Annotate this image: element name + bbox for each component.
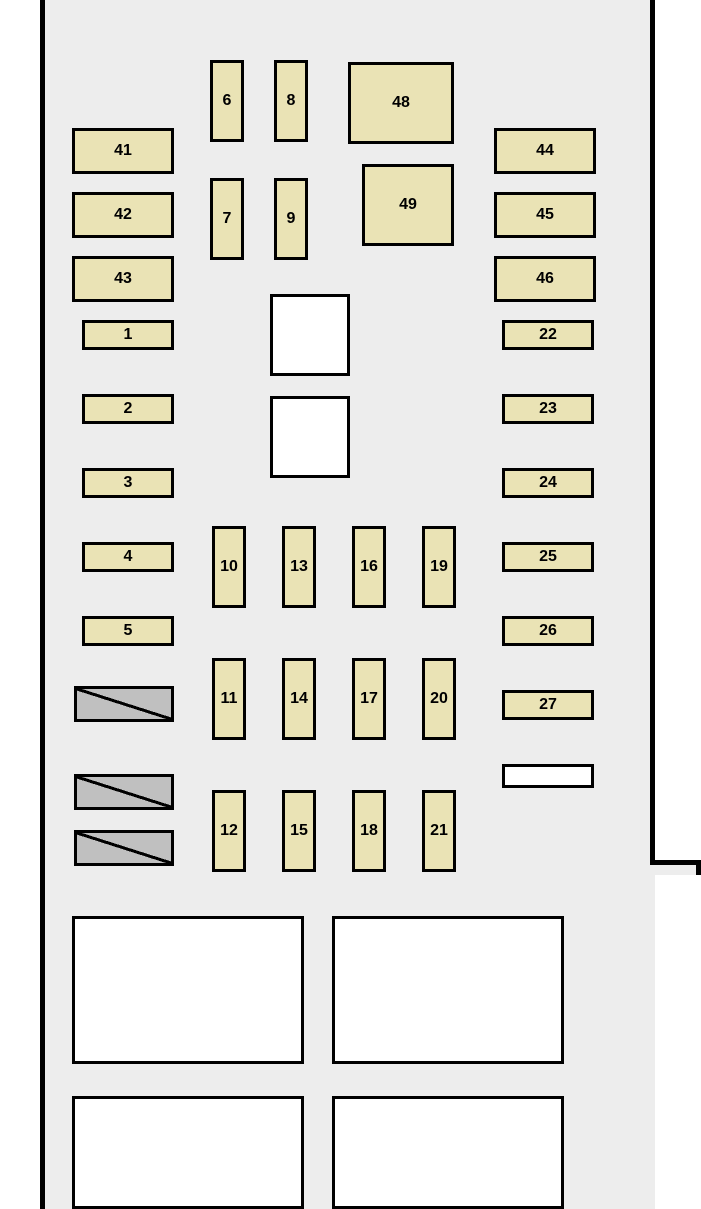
disabled-slot: [74, 686, 174, 722]
fuse-label: 44: [536, 142, 554, 160]
fuse-label: 10: [220, 558, 238, 576]
fuse-1: 1: [82, 320, 174, 350]
panel-notch: [650, 865, 701, 875]
fuse-21: 21: [422, 790, 456, 872]
fuse-49: 49: [362, 164, 454, 246]
fuse-label: 18: [360, 822, 378, 840]
fuse-label: 9: [287, 210, 296, 228]
fuse-17: 17: [352, 658, 386, 740]
fuse-19: 19: [422, 526, 456, 608]
fuse-12: 12: [212, 790, 246, 872]
fuse-25: 25: [502, 542, 594, 572]
disabled-slot: [74, 774, 174, 810]
fuse-label: 27: [539, 696, 557, 714]
fuse-label: 2: [124, 400, 133, 418]
fuse-7: 7: [210, 178, 244, 260]
fuse-26: 26: [502, 616, 594, 646]
frame-line: [696, 860, 701, 875]
fuse-label: 3: [124, 474, 133, 492]
empty-slot: [502, 764, 594, 788]
fuse-label: 21: [430, 822, 448, 840]
fuse-20: 20: [422, 658, 456, 740]
fuse-label: 43: [114, 270, 132, 288]
fuse-11: 11: [212, 658, 246, 740]
fuse-label: 8: [287, 92, 296, 110]
fuse-label: 46: [536, 270, 554, 288]
fuse-label: 4: [124, 548, 133, 566]
disabled-slot: [74, 830, 174, 866]
fuse-8: 8: [274, 60, 308, 142]
fuse-label: 25: [539, 548, 557, 566]
fuse-42: 42: [72, 192, 174, 238]
fuse-24: 24: [502, 468, 594, 498]
empty-slot: [270, 294, 350, 376]
empty-slot: [332, 916, 564, 1064]
fuse-48: 48: [348, 62, 454, 144]
fuse-label: 26: [539, 622, 557, 640]
fuse-label: 6: [223, 92, 232, 110]
fuse-43: 43: [72, 256, 174, 302]
fuse-label: 22: [539, 326, 557, 344]
empty-slot: [270, 396, 350, 478]
fuse-label: 24: [539, 474, 557, 492]
empty-slot: [72, 916, 304, 1064]
fuse-16: 16: [352, 526, 386, 608]
fuse-label: 41: [114, 142, 132, 160]
fuse-3: 3: [82, 468, 174, 498]
fuse-45: 45: [494, 192, 596, 238]
fuse-label: 23: [539, 400, 557, 418]
fuse-label: 19: [430, 558, 448, 576]
fuse-label: 14: [290, 690, 308, 708]
fuse-14: 14: [282, 658, 316, 740]
fuse-22: 22: [502, 320, 594, 350]
fuse-13: 13: [282, 526, 316, 608]
fuse-2: 2: [82, 394, 174, 424]
fuse-label: 11: [221, 690, 238, 708]
fuse-label: 48: [392, 94, 410, 112]
fuse-box-diagram: 4142431234567894849101112131415161718192…: [0, 0, 701, 1209]
fuse-44: 44: [494, 128, 596, 174]
fuse-46: 46: [494, 256, 596, 302]
fuse-10: 10: [212, 526, 246, 608]
frame-line: [650, 0, 655, 865]
fuse-5: 5: [82, 616, 174, 646]
frame-line: [650, 860, 701, 865]
empty-slot: [332, 1096, 564, 1209]
fuse-27: 27: [502, 690, 594, 720]
fuse-label: 45: [536, 206, 554, 224]
fuse-label: 42: [114, 206, 132, 224]
fuse-label: 49: [399, 196, 417, 214]
fuse-label: 20: [430, 690, 448, 708]
fuse-label: 15: [290, 822, 308, 840]
fuse-label: 16: [360, 558, 378, 576]
fuse-label: 13: [290, 558, 308, 576]
fuse-4: 4: [82, 542, 174, 572]
fuse-label: 7: [223, 210, 232, 228]
fuse-41: 41: [72, 128, 174, 174]
frame-line: [40, 0, 45, 1209]
empty-slot: [72, 1096, 304, 1209]
fuse-label: 1: [124, 326, 133, 344]
fuse-9: 9: [274, 178, 308, 260]
fuse-6: 6: [210, 60, 244, 142]
fuse-15: 15: [282, 790, 316, 872]
fuse-label: 5: [124, 622, 133, 640]
fuse-label: 12: [220, 822, 238, 840]
fuse-23: 23: [502, 394, 594, 424]
fuse-18: 18: [352, 790, 386, 872]
fuse-label: 17: [360, 690, 378, 708]
